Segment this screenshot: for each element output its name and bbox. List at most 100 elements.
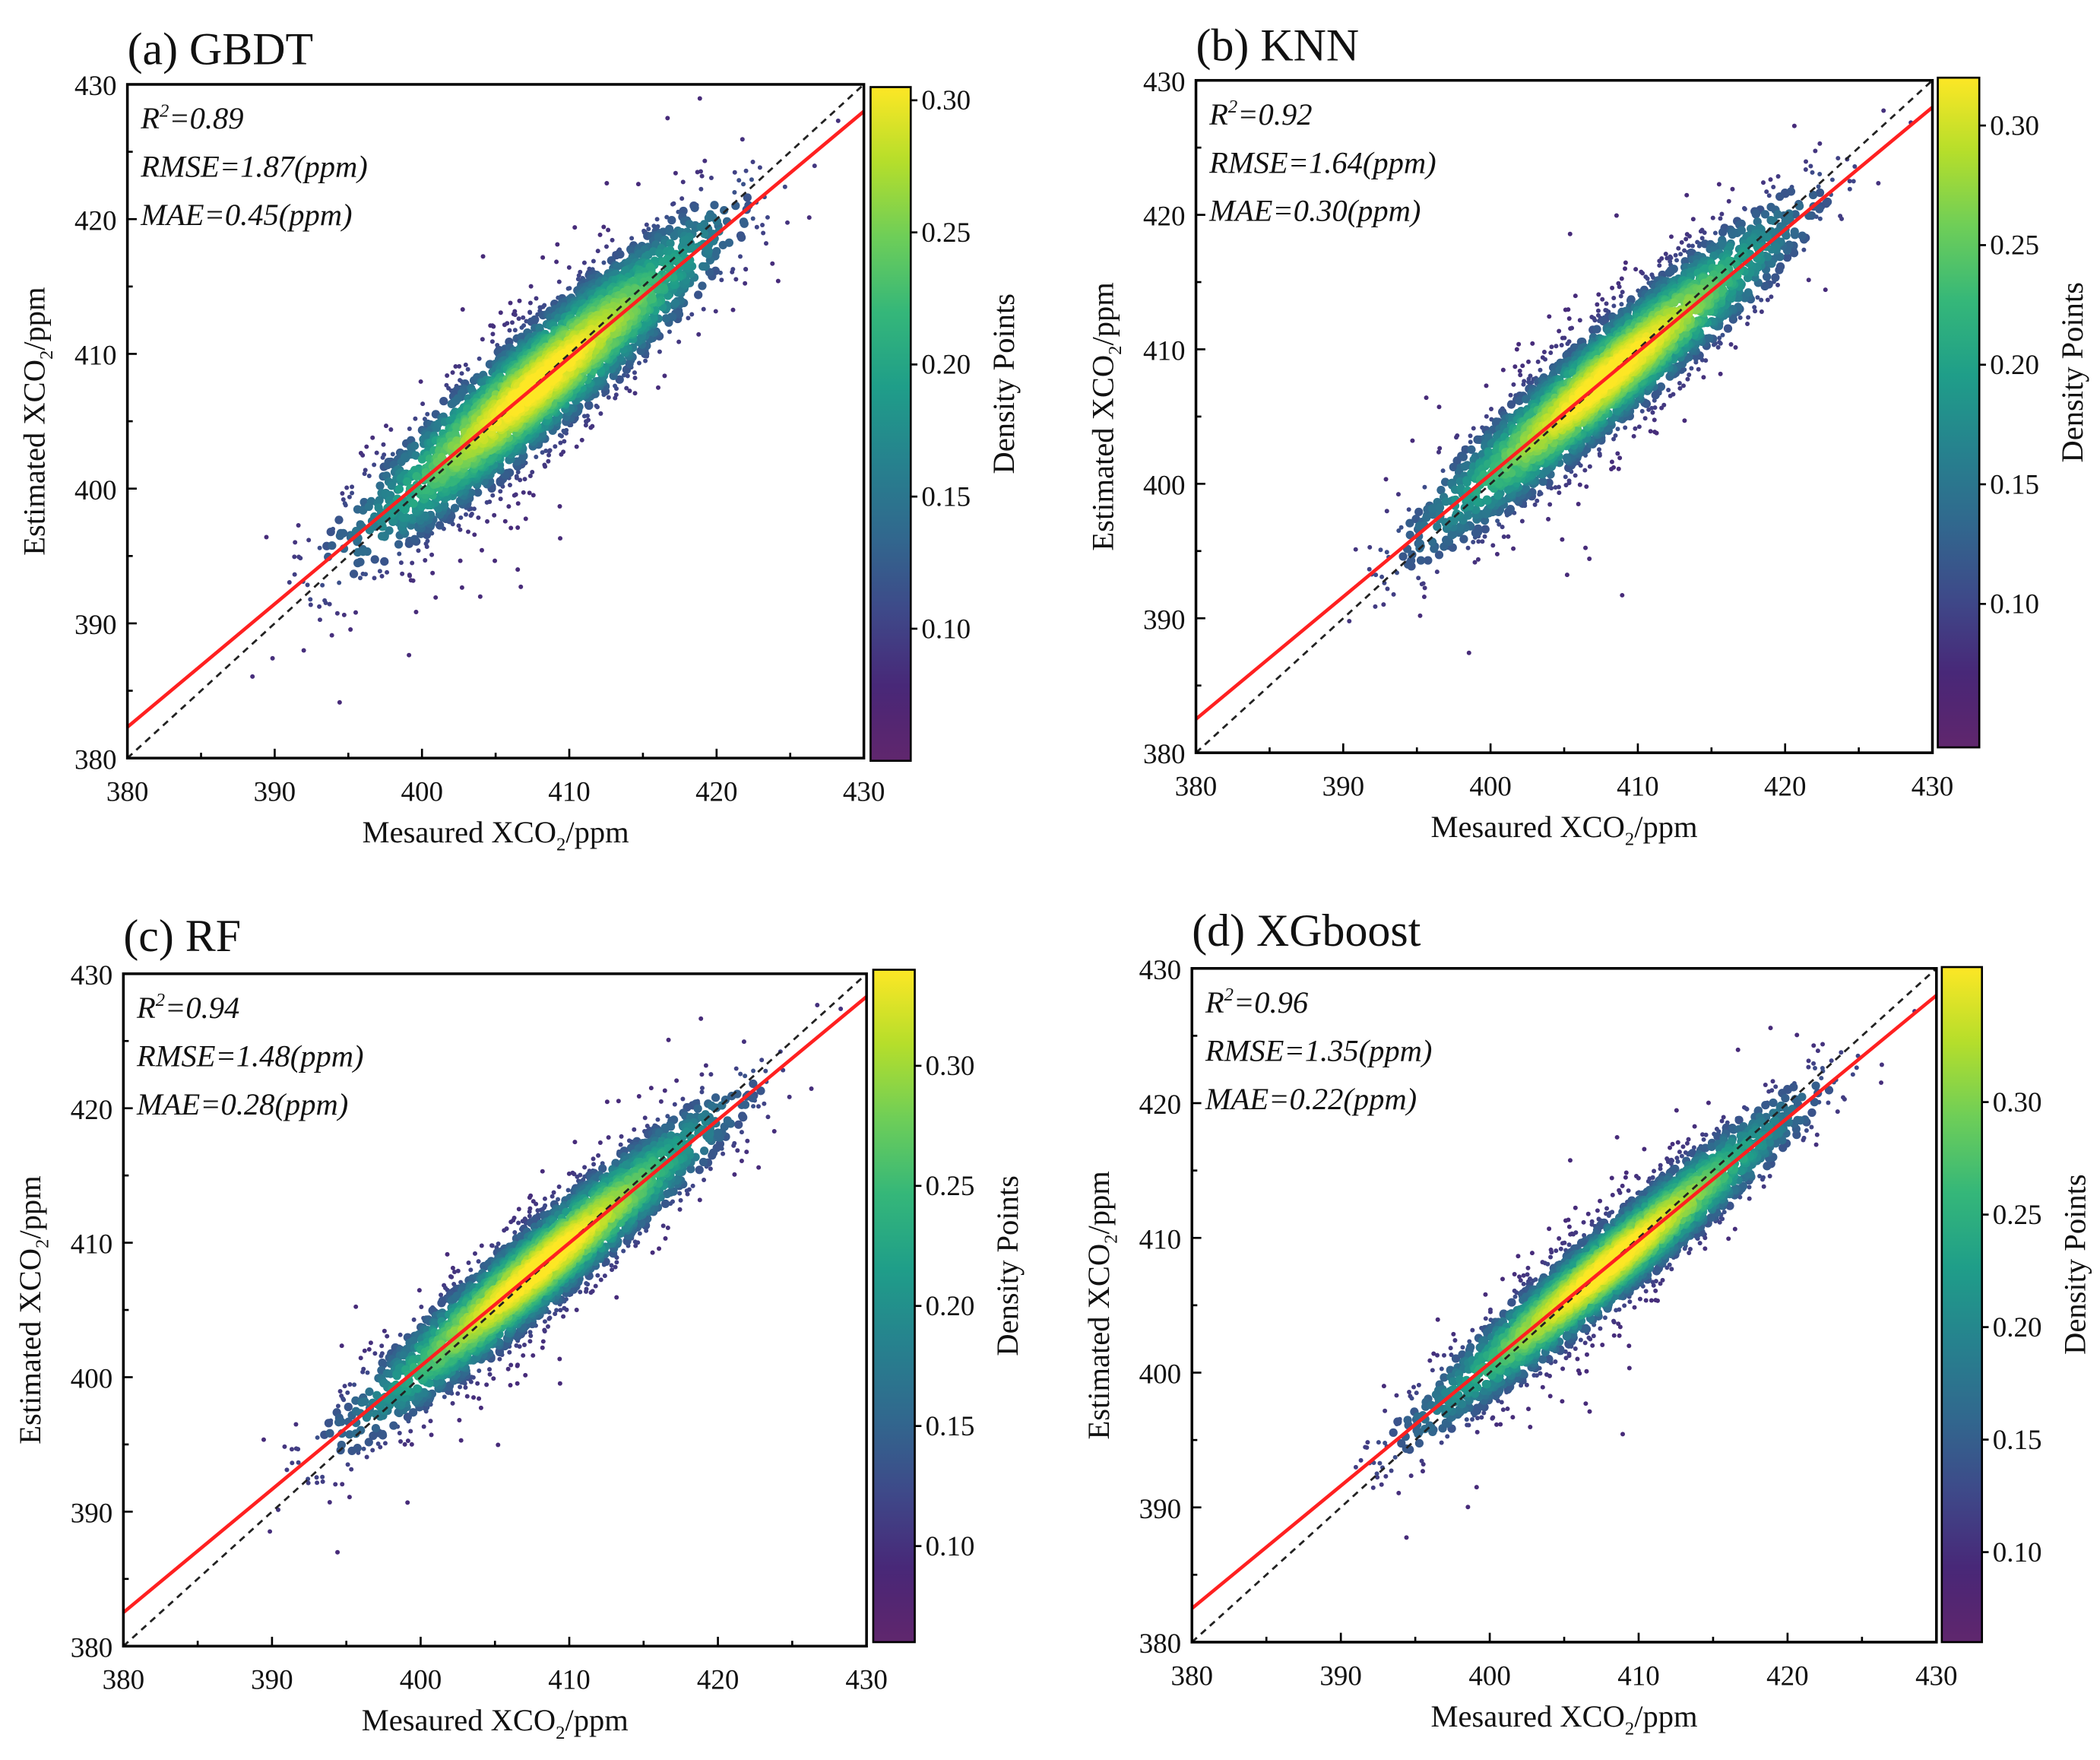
scatter-point xyxy=(1472,560,1478,565)
x-axis-label: Mesaured XCO2/ppm xyxy=(363,815,629,855)
scatter-point xyxy=(689,312,695,317)
scatter-point xyxy=(561,428,566,433)
scatter-point xyxy=(1656,382,1666,392)
scatter-point xyxy=(1619,302,1624,307)
scatter-point xyxy=(400,571,405,576)
scatter-point xyxy=(439,397,448,406)
scatter-point xyxy=(1547,502,1553,507)
scatter-point xyxy=(561,449,566,455)
scatter-point xyxy=(380,455,385,460)
scatter-point xyxy=(765,214,770,220)
y-tick-label: 410 xyxy=(74,341,116,372)
scatter-point xyxy=(1803,167,1808,173)
scatter-point xyxy=(464,512,468,517)
scatter-point xyxy=(341,612,347,617)
scatter-point xyxy=(671,201,676,206)
scatter-point xyxy=(1495,518,1500,524)
scatter-point xyxy=(495,461,505,470)
scatter-point xyxy=(1525,359,1531,364)
scatter-point xyxy=(574,444,579,449)
scatter-point xyxy=(669,273,678,282)
scatter-point xyxy=(437,452,446,461)
scatter-point xyxy=(375,481,385,490)
scatter-point xyxy=(743,193,752,202)
scatter-point xyxy=(372,576,377,581)
scatter-point xyxy=(489,339,495,344)
scatter-point xyxy=(1557,328,1562,334)
scatter-point xyxy=(394,540,404,549)
scatter-point xyxy=(741,182,746,187)
scatter-point xyxy=(411,451,420,460)
scatter-point xyxy=(1661,402,1667,407)
scatter-point xyxy=(1782,253,1792,262)
scatter-point xyxy=(1775,282,1781,287)
scatter-point xyxy=(457,363,462,369)
scatter-point xyxy=(429,552,435,557)
scatter-point xyxy=(384,423,388,429)
scatter-point xyxy=(1405,531,1414,540)
scatter-point xyxy=(606,227,611,233)
scatter-point xyxy=(1769,294,1774,300)
scatter-point xyxy=(712,246,721,256)
scatter-point xyxy=(522,477,527,482)
scatter-point xyxy=(493,558,498,563)
scatter-point xyxy=(1455,477,1465,487)
scatter-point xyxy=(474,488,483,497)
fit-line xyxy=(127,109,864,729)
scatter-point xyxy=(292,554,297,560)
scatter-point xyxy=(662,373,667,379)
scatter-point xyxy=(1690,217,1696,222)
scatter-point xyxy=(1465,545,1471,550)
scatter-point xyxy=(1449,516,1459,525)
scatter-point xyxy=(1716,182,1721,187)
scatter-point xyxy=(812,163,817,169)
scatter-point xyxy=(1482,495,1492,504)
scatter-point xyxy=(1484,383,1489,388)
scatter-point xyxy=(1577,482,1582,487)
scatter-point xyxy=(1699,236,1705,241)
scatter-point xyxy=(1422,484,1427,490)
scatter-point xyxy=(445,373,450,379)
scatter-point xyxy=(1720,332,1725,338)
scatter-point xyxy=(1461,445,1470,455)
scatter-point xyxy=(543,449,549,454)
scatter-point xyxy=(512,312,518,318)
scatter-point xyxy=(1546,516,1551,522)
scatter-point xyxy=(1511,382,1516,387)
scatter-point xyxy=(1383,477,1389,482)
scatter-point xyxy=(622,373,627,378)
scatter-point xyxy=(613,392,619,398)
scatter-point xyxy=(583,423,588,428)
scatter-point xyxy=(1698,229,1703,234)
scatter-point xyxy=(616,249,625,259)
scatter-point xyxy=(1437,446,1443,451)
scatter-point xyxy=(1435,503,1445,512)
colorbar-tick-label: 0.10 xyxy=(921,614,971,645)
scatter-point xyxy=(542,462,547,468)
scatter-point xyxy=(388,508,398,518)
scatter-point xyxy=(679,196,685,201)
scatter-point xyxy=(1417,613,1423,618)
scatter-point xyxy=(1764,189,1769,195)
scatter-point xyxy=(1566,478,1572,484)
scatter-point xyxy=(298,556,303,561)
scatter-point xyxy=(1642,416,1648,421)
scatter-point xyxy=(349,569,359,579)
scatter-point xyxy=(1480,515,1490,525)
scatter-point xyxy=(1673,252,1678,258)
scatter-point xyxy=(625,373,630,379)
scatter-point xyxy=(519,325,524,330)
scatter-point xyxy=(1876,181,1881,186)
scatter-point xyxy=(1424,556,1433,565)
scatter-point xyxy=(296,522,301,528)
scatter-point xyxy=(591,258,596,264)
scatter-point xyxy=(508,300,513,306)
scatter-point xyxy=(540,255,546,260)
scatter-point xyxy=(1785,209,1794,218)
scatter-point xyxy=(1449,462,1458,471)
scatter-point xyxy=(1775,192,1785,201)
scatter-point xyxy=(1616,466,1621,471)
scatter-point xyxy=(1723,324,1733,333)
scatter-point xyxy=(1577,318,1582,323)
scatter-point xyxy=(1347,618,1352,623)
